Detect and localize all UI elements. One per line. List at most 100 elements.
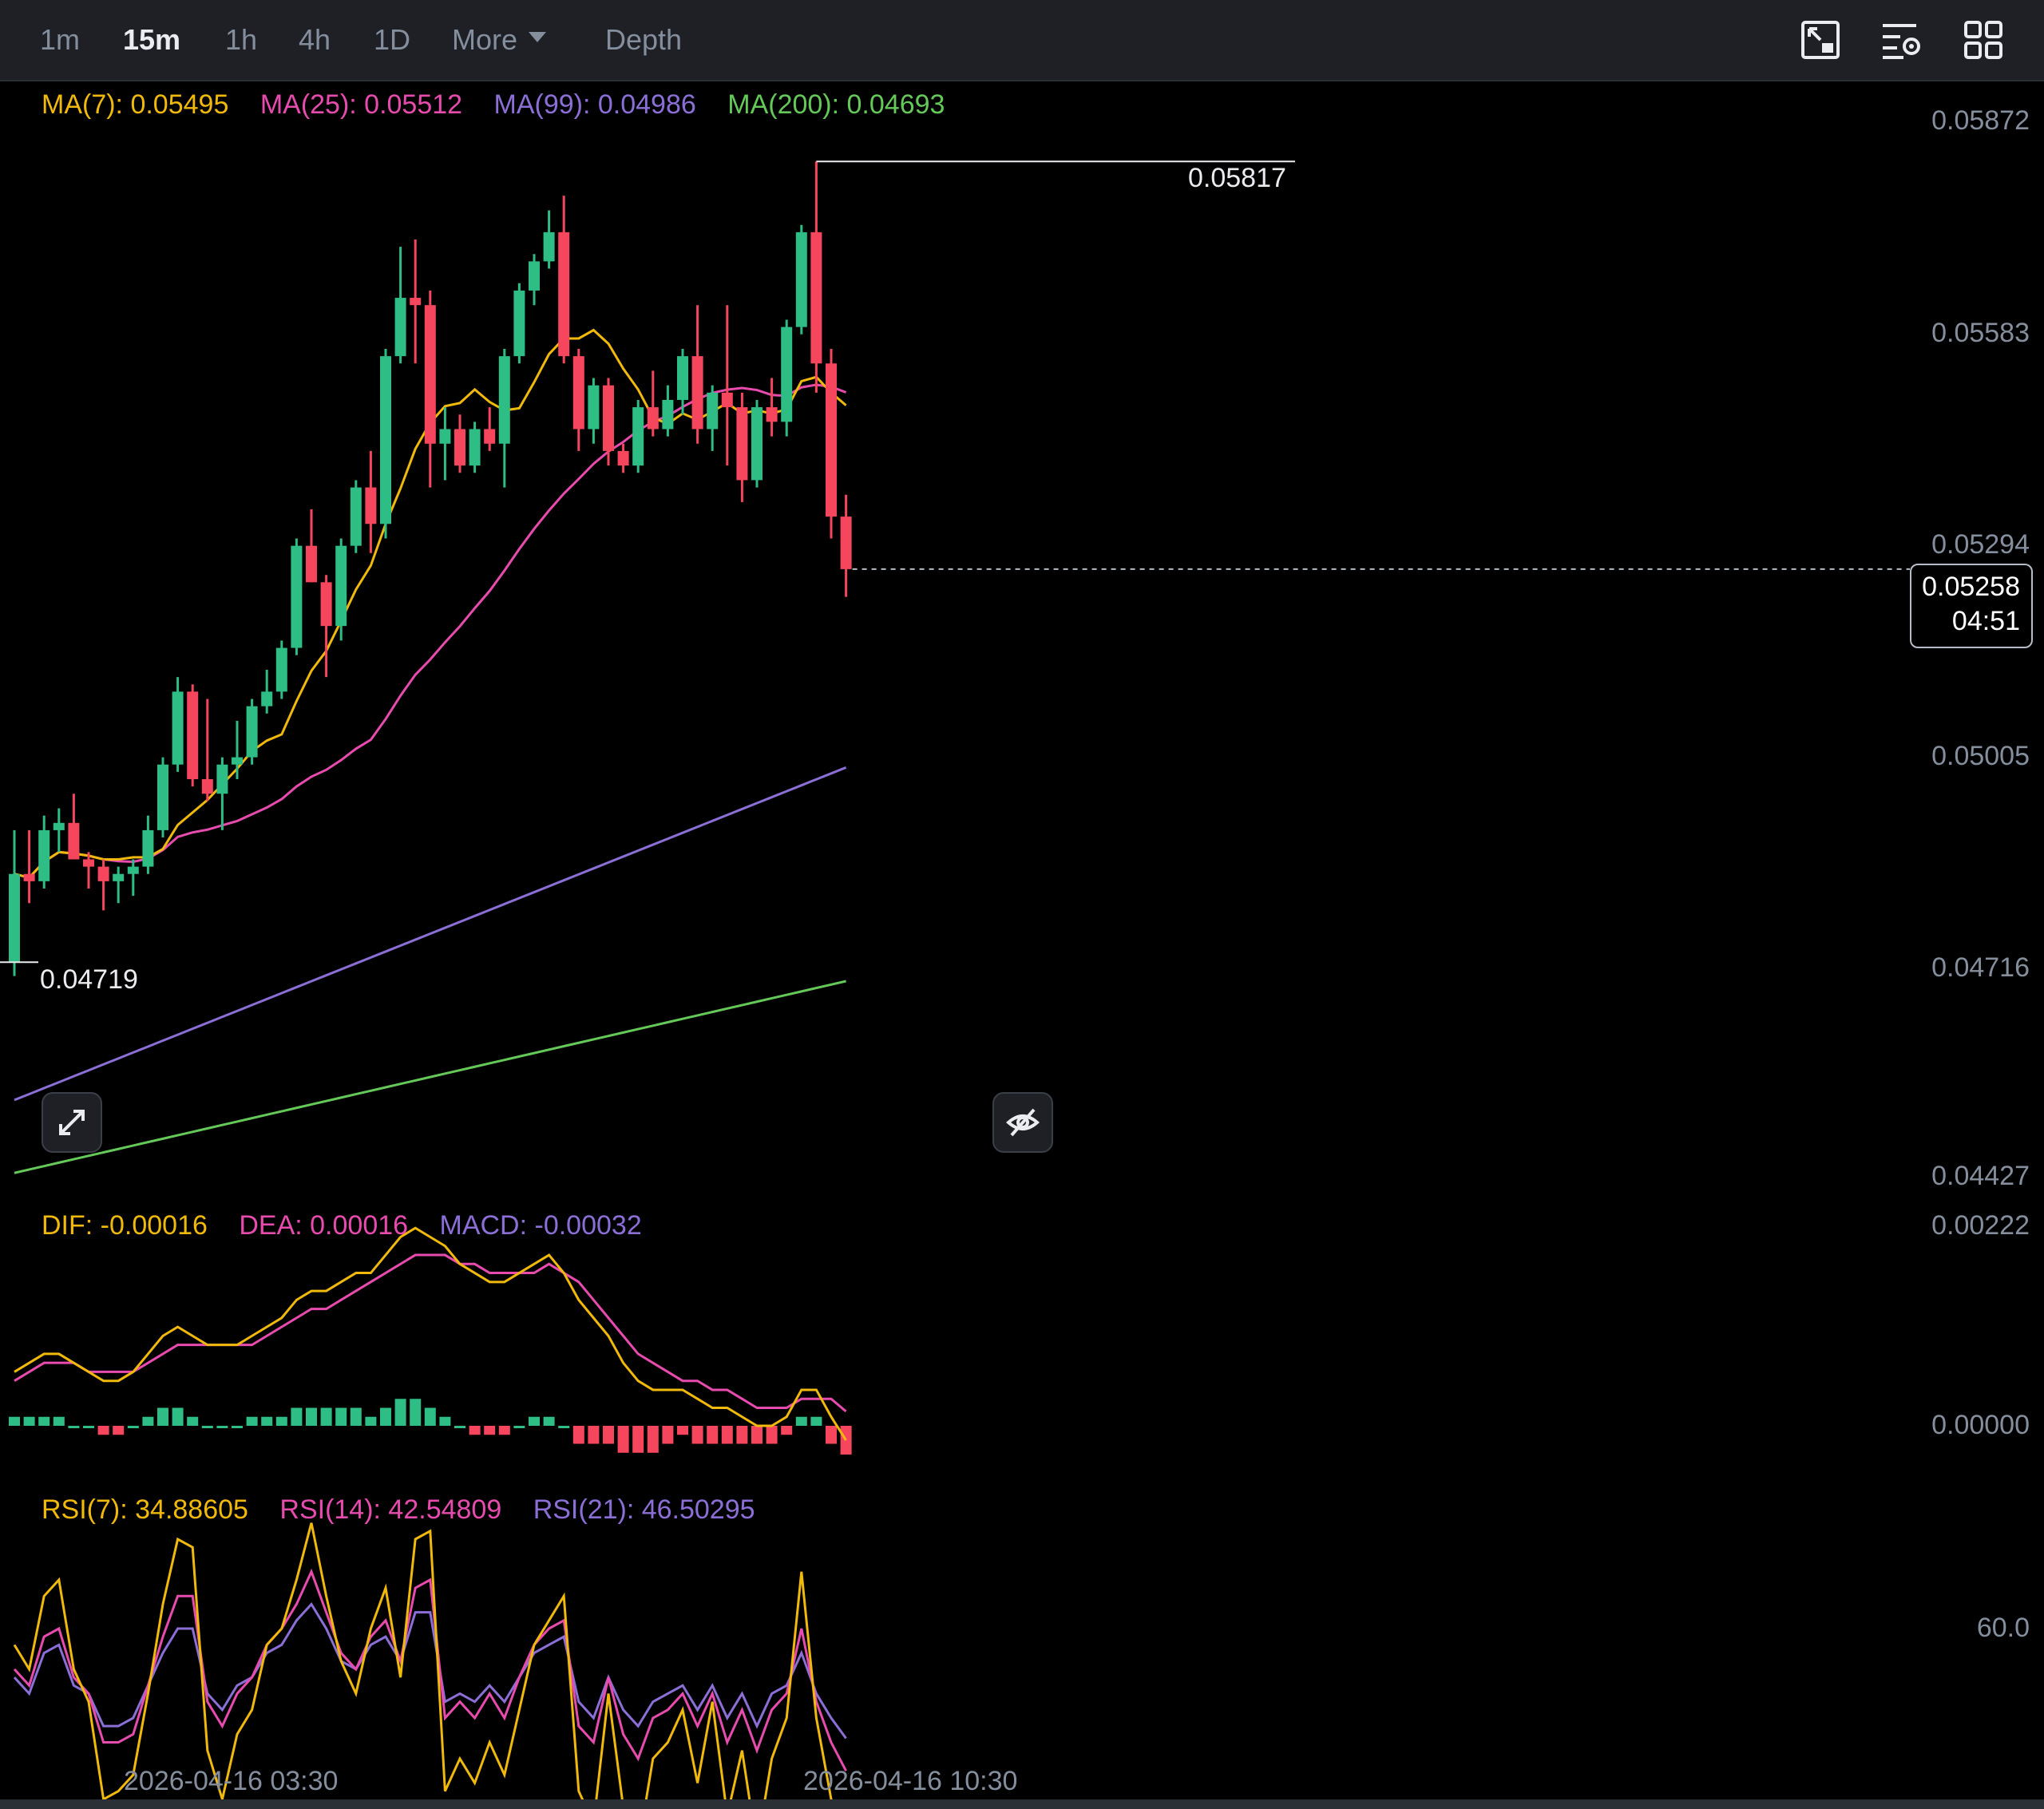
depth-tab[interactable]: Depth bbox=[605, 23, 683, 56]
candle-body bbox=[172, 691, 184, 765]
rsi21-value: RSI(21): 46.50295 bbox=[533, 1494, 755, 1525]
hide-indicators-button[interactable] bbox=[992, 1092, 1053, 1153]
timeframe-1m[interactable]: 1m bbox=[40, 23, 81, 56]
timeframe-4h[interactable]: 4h bbox=[299, 23, 331, 56]
macd-histogram-bar bbox=[350, 1407, 362, 1426]
rsi14-value: RSI(14): 42.54809 bbox=[279, 1494, 502, 1525]
macd-histogram-bar bbox=[291, 1407, 303, 1426]
candle-body bbox=[632, 407, 644, 466]
macd-histogram-bar bbox=[9, 1416, 20, 1426]
ma99-line bbox=[14, 766, 847, 1102]
candle-body bbox=[558, 232, 570, 357]
macd-histogram-bar bbox=[766, 1426, 778, 1444]
macd-histogram-bar bbox=[751, 1426, 763, 1444]
macd-histogram-bar bbox=[588, 1426, 600, 1444]
candle-body bbox=[320, 582, 332, 627]
price-axis-label: 0.04427 bbox=[1931, 1161, 2030, 1191]
low-price-annotation: 0.04719 bbox=[40, 964, 138, 995]
candle-body bbox=[246, 706, 258, 758]
macd-histogram-bar bbox=[113, 1426, 125, 1435]
macd-histogram-bar bbox=[216, 1426, 228, 1428]
macd-histogram-bar bbox=[677, 1426, 688, 1435]
candle-body bbox=[365, 487, 377, 524]
candle-body bbox=[201, 778, 213, 794]
macd-histogram-bar bbox=[529, 1416, 540, 1426]
candle-body bbox=[53, 822, 65, 830]
candle-body bbox=[142, 829, 154, 867]
candlestick-chart[interactable] bbox=[0, 80, 2044, 1799]
candle-body bbox=[424, 305, 436, 444]
macd-histogram-bar bbox=[246, 1416, 258, 1426]
candle-body bbox=[647, 407, 659, 429]
ma7-value: MA(7): 0.05495 bbox=[42, 89, 229, 120]
candle-body bbox=[127, 866, 139, 874]
ma200-value: MA(200): 0.04693 bbox=[727, 89, 945, 120]
macd-histogram-bar bbox=[365, 1416, 377, 1426]
macd-histogram-bar bbox=[83, 1426, 94, 1428]
time-axis-label: 2026-04-16 03:30 bbox=[124, 1766, 339, 1796]
macd-histogram-bar bbox=[498, 1426, 510, 1435]
candle-countdown: 04:51 bbox=[1951, 606, 2020, 636]
candle-body bbox=[157, 764, 168, 830]
candle-body bbox=[795, 232, 807, 327]
candle-body bbox=[83, 859, 94, 867]
macd-histogram-bar bbox=[469, 1426, 481, 1435]
macd-histogram-bar bbox=[632, 1426, 644, 1453]
candle-body bbox=[23, 873, 35, 881]
macd-histogram-bar bbox=[543, 1416, 555, 1426]
candle-body bbox=[306, 545, 317, 583]
ma-legend: MA(7): 0.05495 MA(25): 0.05512 MA(99): 0… bbox=[42, 89, 969, 121]
price-axis-label: 0.05872 bbox=[1931, 105, 2030, 136]
chart-type-icon[interactable] bbox=[1798, 18, 1843, 62]
macd-histogram-bar bbox=[647, 1426, 659, 1453]
candle-body bbox=[721, 392, 733, 408]
candle-body bbox=[469, 429, 481, 466]
rsi-legend: RSI(7): 34.88605 RSI(14): 42.54809 RSI(2… bbox=[42, 1494, 779, 1526]
chevron-down-icon bbox=[529, 31, 547, 42]
macd-histogram-bar bbox=[484, 1426, 496, 1435]
price-axis-label: 0.04716 bbox=[1931, 952, 2030, 983]
macd-histogram-bar bbox=[127, 1426, 139, 1428]
timeframe-1d[interactable]: 1D bbox=[374, 23, 411, 56]
macd-histogram-bar bbox=[23, 1416, 35, 1426]
timeframe-1h[interactable]: 1h bbox=[225, 23, 258, 56]
macd-histogram-bar bbox=[513, 1426, 525, 1428]
candle-body bbox=[454, 429, 465, 466]
macd-histogram-bar bbox=[97, 1426, 109, 1435]
candle-body bbox=[662, 399, 674, 429]
candle-body bbox=[603, 385, 614, 451]
macd-histogram-bar bbox=[306, 1407, 317, 1426]
candle-body bbox=[707, 392, 719, 429]
fullscreen-button[interactable] bbox=[42, 1092, 102, 1153]
macd-histogram-bar bbox=[201, 1426, 213, 1428]
macd-histogram-bar bbox=[781, 1426, 793, 1435]
high-price-annotation: 0.05817 bbox=[1188, 163, 1286, 193]
rsi7-value: RSI(7): 34.88605 bbox=[42, 1494, 248, 1525]
macd-histogram-bar bbox=[558, 1426, 570, 1428]
macd-histogram-bar bbox=[232, 1426, 243, 1428]
macd-histogram-bar bbox=[380, 1407, 391, 1426]
dea-line bbox=[14, 1253, 847, 1413]
price-axis-label: 0.05583 bbox=[1931, 318, 2030, 348]
macd-histogram-bar bbox=[736, 1426, 748, 1444]
macd-histogram-bar bbox=[261, 1416, 273, 1426]
price-axis-label: 0.05005 bbox=[1931, 741, 2030, 771]
bottom-scrollbar[interactable] bbox=[0, 1799, 2044, 1809]
current-price-tag: 0.05258 04:51 bbox=[1910, 564, 2033, 648]
grid-layout-icon[interactable] bbox=[1961, 18, 2006, 62]
eye-off-icon bbox=[1005, 1108, 1040, 1137]
macd-histogram-bar bbox=[424, 1407, 436, 1426]
candle-body bbox=[677, 356, 688, 400]
candle-body bbox=[736, 407, 748, 481]
candle-body bbox=[261, 691, 273, 707]
ma200-line bbox=[14, 980, 846, 1174]
more-dropdown[interactable]: More bbox=[452, 0, 547, 80]
macd-histogram-bar bbox=[454, 1426, 465, 1428]
indicator-settings-icon[interactable] bbox=[1880, 18, 1924, 62]
candle-body bbox=[394, 298, 406, 357]
price-axis-label: 0.05294 bbox=[1931, 529, 2030, 560]
candle-body bbox=[9, 873, 20, 963]
timeframe-15m[interactable]: 15m bbox=[123, 23, 181, 56]
candle-body bbox=[840, 517, 852, 569]
macd-histogram-bar bbox=[157, 1407, 168, 1426]
